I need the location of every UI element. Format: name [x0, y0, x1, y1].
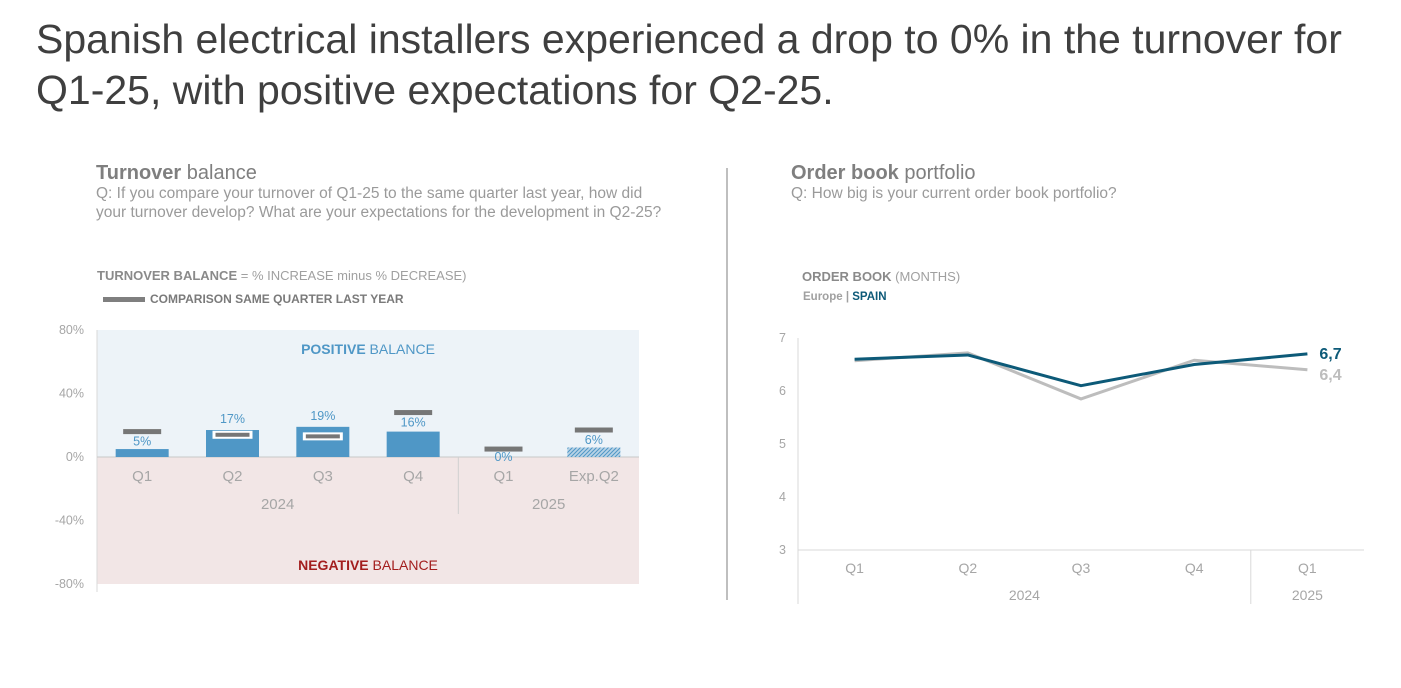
spain-end-label: 6,7	[1319, 346, 1341, 363]
expectation-bar	[567, 447, 621, 457]
spain-line	[854, 352, 1308, 388]
europe-end-label: 6,4	[1319, 367, 1341, 384]
x-category-label: Q4	[1185, 560, 1204, 576]
orderbook-subtitle-rest: (MONTHS)	[891, 269, 961, 284]
comparison-legend-label: COMPARISON SAME QUARTER LAST YEAR	[150, 292, 404, 306]
turnover-title-rest: balance	[181, 162, 257, 184]
negative-balance-label: NEGATIVE BALANCE	[298, 557, 438, 573]
y-tick-label: -80%	[55, 577, 84, 591]
bar-data-label: 16%	[401, 416, 426, 430]
turnover-bar	[386, 431, 440, 457]
y-tick-label: 3	[779, 543, 786, 557]
orderbook-title-bold: Order book	[791, 162, 899, 184]
year-group-label: 2024	[1009, 587, 1040, 603]
bar-data-label: 0%	[494, 450, 512, 464]
orderbook-subtitle: ORDER BOOK (MONTHS)	[802, 269, 960, 284]
positive-label-bold: POSITIVE	[301, 341, 366, 357]
bar-data-label: 17%	[220, 412, 245, 426]
y-tick-label: 4	[779, 490, 786, 504]
year-group-label: 2024	[261, 496, 294, 513]
y-tick-label: 0%	[66, 450, 84, 464]
bar-data-label: 5%	[133, 435, 151, 449]
negative-balance-zone	[97, 457, 639, 584]
y-tick-label: -40%	[55, 514, 84, 528]
y-tick-label: 7	[779, 331, 786, 345]
turnover-question: Q: If you compare your turnover of Q1-25…	[96, 184, 661, 222]
headline: Spanish electrical installers experience…	[36, 16, 1342, 113]
x-category-label: Q3	[313, 468, 333, 485]
legend-separator: |	[842, 291, 853, 303]
x-category-label: Q3	[1072, 560, 1091, 576]
x-category-label: Q1	[845, 560, 864, 576]
turnover-question-line1: Q: If you compare your turnover of Q1-25…	[96, 185, 643, 202]
orderbook-subtitle-bold: ORDER BOOK	[802, 269, 892, 284]
y-tick-label: 6	[779, 384, 786, 398]
x-category-label: Q1	[493, 468, 513, 485]
turnover-bar	[296, 426, 350, 457]
legend-europe: Europe	[803, 291, 843, 303]
positive-balance-zone	[97, 330, 639, 457]
x-category-label: Q1	[132, 468, 152, 485]
positive-balance-label: POSITIVE BALANCE	[301, 341, 435, 357]
x-category-label: Q1	[1298, 560, 1317, 576]
y-tick-label: 40%	[59, 387, 84, 401]
comparison-marker	[215, 432, 250, 437]
negative-label-rest: BALANCE	[369, 557, 438, 573]
comparison-marker	[394, 410, 433, 416]
comparison-marker	[123, 429, 162, 435]
orderbook-panel-title: Order book portfolio	[791, 162, 976, 184]
y-tick-label: 80%	[59, 323, 84, 337]
x-category-label: Exp.Q2	[569, 468, 619, 485]
year-group-label: 2025	[1292, 587, 1323, 603]
bar-data-label: 6%	[585, 433, 603, 447]
comparison-legend-swatch	[103, 297, 145, 302]
orderbook-question: Q: How big is your current order book po…	[791, 185, 1117, 202]
turnover-subtitle-bold: TURNOVER BALANCE	[97, 268, 238, 283]
bar-data-label: 19%	[310, 409, 335, 423]
turnover-panel-title: Turnover balance	[96, 162, 257, 184]
positive-label-rest: BALANCE	[366, 341, 435, 357]
turnover-subtitle-rest: = % INCREASE minus % DECREASE)	[237, 268, 467, 283]
y-tick-label: 5	[779, 437, 786, 451]
panel-divider	[726, 168, 728, 600]
year-group-label: 2025	[532, 496, 565, 513]
turnover-bar	[115, 449, 169, 457]
turnover-balance-subtitle: TURNOVER BALANCE = % INCREASE minus % DE…	[97, 268, 467, 283]
x-category-label: Q2	[958, 560, 977, 576]
x-category-label: Q4	[403, 468, 423, 485]
comparison-marker	[305, 434, 340, 439]
comparison-marker	[484, 446, 523, 452]
turnover-question-line2: your turnover develop? What are your exp…	[96, 204, 662, 221]
comparison-marker	[574, 427, 613, 433]
orderbook-title-rest: portfolio	[898, 162, 976, 184]
negative-label-bold: NEGATIVE	[298, 557, 369, 573]
legend-spain: SPAIN	[852, 291, 887, 303]
orderbook-legend: Europe | SPAIN	[803, 291, 887, 303]
turnover-title-bold: Turnover	[96, 162, 182, 184]
x-category-label: Q2	[222, 468, 242, 485]
